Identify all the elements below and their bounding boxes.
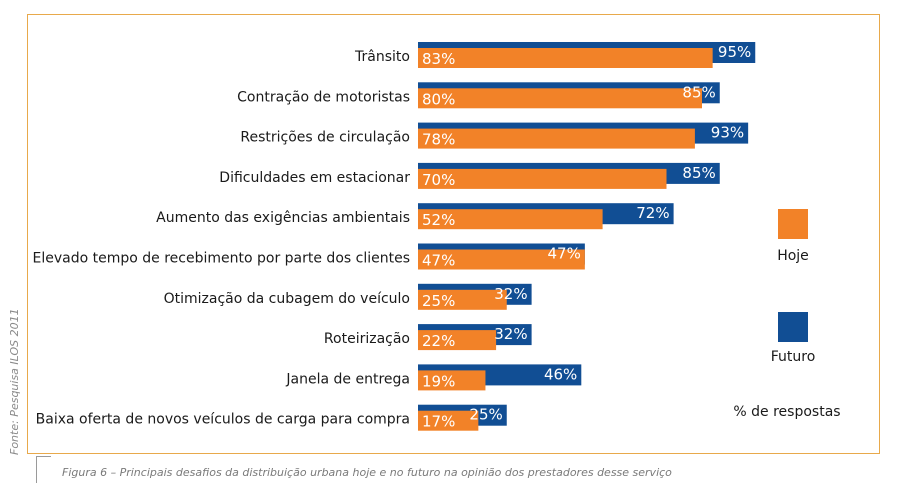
futuro-value-label: 93% <box>711 124 744 142</box>
hoje-bar <box>418 289 507 310</box>
futuro-value-label: 46% <box>544 365 577 383</box>
hoje-bar <box>418 88 702 109</box>
hoje-value-label: 70% <box>422 171 455 189</box>
futuro-value-label: 25% <box>469 406 502 424</box>
hoje-value-label: 80% <box>422 90 455 108</box>
hoje-bar <box>418 410 479 431</box>
hoje-bar <box>418 330 497 351</box>
category-label: Trânsito <box>354 49 410 65</box>
legend-futuro-swatch <box>778 312 808 342</box>
figure-caption: Figura 6 – Principais desafios da distri… <box>62 466 672 479</box>
legend-unit-label: % de respostas <box>733 404 840 420</box>
hoje-bar <box>418 128 695 149</box>
hoje-value-label: 83% <box>422 50 455 68</box>
hoje-bar <box>418 209 603 230</box>
futuro-value-label: 32% <box>494 285 527 303</box>
category-label: Contração de motoristas <box>237 89 410 105</box>
futuro-value-label: 95% <box>718 43 751 61</box>
category-label: Baixa oferta de novos veículos de carga … <box>36 412 410 428</box>
hoje-bar <box>418 168 667 189</box>
category-label: Dificuldades em estacionar <box>219 170 410 186</box>
futuro-value-label: 85% <box>682 83 715 101</box>
futuro-value-label: 47% <box>548 245 581 263</box>
hoje-value-label: 52% <box>422 211 455 229</box>
source-note: Fonte: Pesquisa ILOS 2011 <box>8 308 21 455</box>
legend-hoje-label: Hoje <box>777 248 809 264</box>
futuro-value-label: 32% <box>494 325 527 343</box>
category-label: Restrições de circulação <box>240 130 410 146</box>
hoje-bar <box>418 249 585 270</box>
chart-frame <box>27 14 880 454</box>
category-label: Roteirização <box>324 331 410 347</box>
hoje-value-label: 19% <box>422 372 455 390</box>
hoje-value-label: 47% <box>422 252 455 270</box>
hoje-bar <box>418 48 713 68</box>
category-label: Aumento das exigências ambientais <box>156 210 410 226</box>
legend-futuro-label: Futuro <box>771 349 816 365</box>
category-label: Janela de entrega <box>285 371 410 387</box>
futuro-value-label: 72% <box>636 204 669 222</box>
hoje-value-label: 78% <box>422 131 455 149</box>
hoje-value-label: 17% <box>422 413 455 431</box>
category-label: Otimização da cubagem do veículo <box>164 291 410 307</box>
caption-bracket <box>36 456 51 483</box>
legend-hoje-swatch <box>778 209 808 239</box>
hoje-value-label: 22% <box>422 332 455 350</box>
category-label: Elevado tempo de recebimento por parte d… <box>33 251 410 267</box>
hoje-bar <box>418 370 486 391</box>
futuro-value-label: 85% <box>682 164 715 182</box>
hoje-value-label: 25% <box>422 292 455 310</box>
